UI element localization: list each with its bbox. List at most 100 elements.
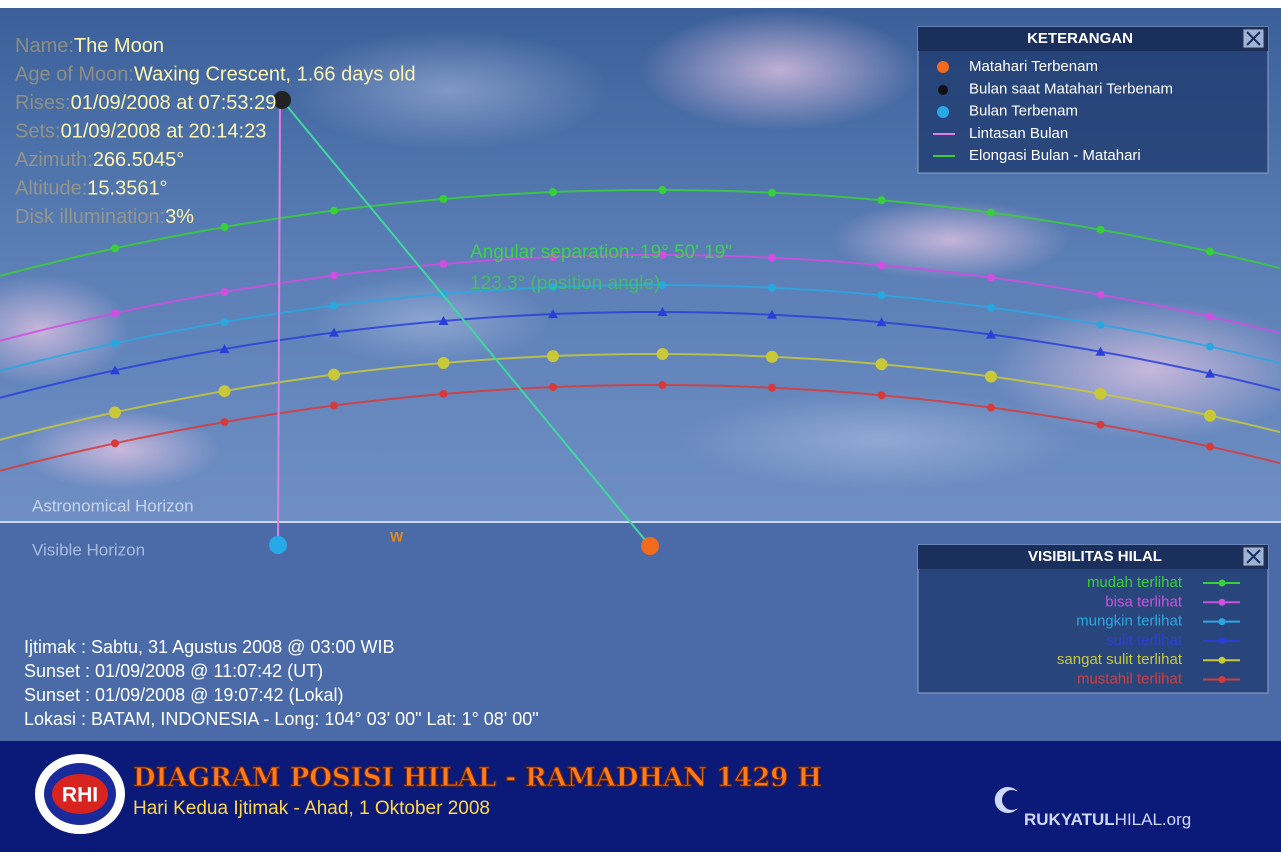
info-row: Azimuth:266.5045°: [15, 149, 184, 171]
curve-dot: [657, 348, 669, 360]
info-label: Rises:: [15, 92, 71, 114]
close-button[interactable]: [1243, 547, 1264, 566]
visibility-item: bisa terlihat: [1105, 593, 1183, 610]
info-value: 15.3561°: [87, 178, 167, 200]
legend-item: Matahari Terbenam: [969, 58, 1098, 75]
curve-dot: [768, 254, 776, 262]
info-value: 01/09/2008 at 07:53:29: [71, 92, 277, 114]
info-value: Waxing Crescent, 1.66 days old: [134, 64, 416, 86]
visibility-item: sulit terlihat: [1106, 632, 1183, 649]
curve-dot: [111, 439, 119, 447]
info-label: Sets:: [15, 121, 61, 143]
info-label: Altitude:: [15, 178, 87, 200]
curve-dot: [987, 304, 995, 312]
curve-dot: [330, 272, 338, 280]
curve-dot: [440, 390, 448, 398]
detail-line: Lokasi : BATAM, INDONESIA - Long: 104° 0…: [24, 709, 539, 729]
detail-line: Sunset : 01/09/2008 @ 19:07:42 (Lokal): [24, 685, 344, 705]
footer-title: DIAGRAM POSISI HILAL - RAMADHAN 1429 H: [133, 763, 822, 793]
visibility-icon: [1219, 618, 1226, 625]
curve-dot: [438, 357, 450, 369]
info-value: The Moon: [74, 35, 164, 57]
curve-dot: [768, 189, 776, 197]
visibility-legend: VISIBILITAS HILAL mudah terlihat bisa ter…: [918, 545, 1268, 693]
logo-text: RHI: [62, 784, 98, 807]
curve-dot: [330, 207, 338, 215]
curve-dot: [328, 369, 340, 381]
curve-dot: [768, 284, 776, 292]
curve-dot: [987, 274, 995, 282]
curve-dot: [440, 260, 448, 268]
curve-dot: [1206, 443, 1214, 451]
visibility-title: VISIBILITAS HILAL: [1028, 548, 1162, 565]
curve-dot: [547, 350, 559, 362]
curve-dot: [987, 404, 995, 412]
legend: KETERANGAN Matahari TerbenamBulan saat M…: [918, 27, 1268, 173]
curve-dot: [878, 291, 886, 299]
info-value: 266.5045°: [93, 149, 184, 171]
curve-dot: [1097, 291, 1105, 299]
direction: W: [390, 529, 404, 545]
visibility-item: sangat sulit terlihat: [1057, 651, 1183, 668]
curve-dot: [876, 358, 888, 370]
curve-dot: [221, 318, 229, 326]
visibility-icon: [1219, 580, 1226, 587]
curve-dot: [221, 418, 229, 426]
legend-item: Lintasan Bulan: [969, 125, 1068, 142]
logo: RHI: [35, 754, 125, 834]
curve-dot: [659, 381, 667, 389]
legend-item: Bulan saat Matahari Terbenam: [969, 80, 1173, 97]
moon-set: [269, 536, 287, 554]
visibility-item: mudah terlihat: [1087, 574, 1183, 591]
brand: RUKYATULHILAL.org: [1024, 810, 1191, 829]
brand-rest: HILAL.org: [1115, 810, 1192, 829]
curve-dot: [878, 261, 886, 269]
curve-dot: [766, 351, 778, 363]
curve-dot: [111, 339, 119, 347]
curve-dot: [549, 188, 557, 196]
curve-dot: [330, 302, 338, 310]
curve-dot: [1097, 321, 1105, 329]
curve-dot: [221, 288, 229, 296]
curve-dot: [111, 244, 119, 252]
info-value: 01/09/2008 at 20:14:23: [61, 121, 267, 143]
legend-icon: [937, 106, 949, 118]
brand-bold: RUKYATUL: [1024, 810, 1115, 829]
curve-dot: [987, 209, 995, 217]
position-angle: 123.3° (position angle): [470, 273, 660, 294]
curve-dot: [1206, 313, 1214, 321]
curve-dot: [330, 402, 338, 410]
curve-dot: [659, 186, 667, 194]
diagram: Name:The Moon Age of Moon:Waxing Crescent…: [0, 0, 1281, 852]
curve-dot: [111, 309, 119, 317]
visibility-item: mustahil terlihat: [1077, 670, 1183, 687]
curve-dot: [1204, 410, 1216, 422]
detail-line: Ijtimak : Sabtu, 31 Agustus 2008 @ 03:00…: [24, 637, 394, 657]
info-row: Disk illumination:3%: [15, 206, 194, 228]
visibility-item: mungkin terlihat: [1076, 613, 1183, 630]
curve-dot: [1097, 421, 1105, 429]
visibility-icon: [1219, 657, 1226, 664]
footer-subtitle: Hari Kedua Ijtimak - Ahad, 1 Oktober 200…: [133, 798, 490, 819]
separation: Angular separation: 19° 50' 19": [470, 242, 732, 263]
legend-icon: [937, 61, 949, 73]
footer: [0, 741, 1281, 852]
info-row: Sets:01/09/2008 at 20:14:23: [15, 121, 266, 143]
curve-dot: [440, 195, 448, 203]
curve-dot: [219, 385, 231, 397]
legend-icon: [938, 85, 948, 95]
info-row: Altitude:15.3561°: [15, 178, 168, 200]
close-button[interactable]: [1243, 29, 1264, 48]
info-label: Name:: [15, 35, 74, 57]
info-row: Age of Moon:Waxing Crescent, 1.66 days o…: [15, 64, 416, 86]
info-label: Disk illumination:: [15, 206, 165, 228]
visibility-icon: [1219, 599, 1226, 606]
curve-dot: [1206, 343, 1214, 351]
visibility-icon: [1219, 676, 1226, 683]
curve-dot: [985, 371, 997, 383]
info-row: Name:The Moon: [15, 35, 164, 57]
curve-dot: [549, 383, 557, 391]
legend-item: Bulan Terbenam: [969, 103, 1078, 120]
visible-horizon: Visible Horizon: [32, 540, 145, 559]
info-value: 3%: [165, 206, 194, 228]
